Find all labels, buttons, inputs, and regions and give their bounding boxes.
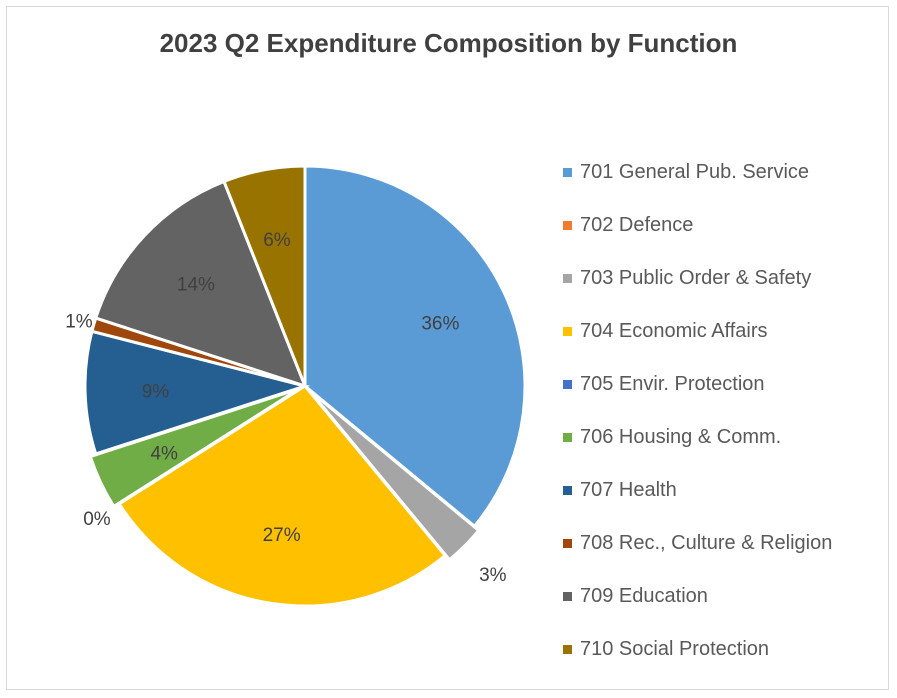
data-label-3: 3% <box>479 565 507 586</box>
chart-legend: 701 General Pub. Service 702 Defence 703 P… <box>563 146 893 676</box>
legend-label: 709 Education <box>580 585 708 607</box>
chart-title: 2023 Q2 Expenditure Composition by Funct… <box>159 28 738 58</box>
data-label-5: 0% <box>83 509 111 530</box>
legend-swatch <box>563 327 572 336</box>
legend-item-10: 710 Social Protection <box>563 623 893 676</box>
data-label-4: 27% <box>263 525 301 546</box>
pie-slice-4 <box>117 384 448 608</box>
pie-slice-1 <box>303 164 527 529</box>
legend-label: 708 Rec., Culture & Religion <box>580 532 833 554</box>
legend-swatch <box>563 539 572 548</box>
legend-item-1: 701 General Pub. Service <box>563 146 893 199</box>
pie-slice-6 <box>88 387 301 509</box>
legend-label: 701 General Pub. Service <box>580 161 810 183</box>
legend-label: 702 Defence <box>580 214 694 236</box>
pie-slice-9 <box>93 179 308 389</box>
legend-item-3: 703 Public Order & Safety <box>563 252 893 305</box>
legend-item-2: 702 Defence <box>563 199 893 252</box>
legend-swatch <box>563 168 572 177</box>
data-label-7: 9% <box>142 382 170 403</box>
data-label-8: 1% <box>65 311 93 332</box>
legend-label: 707 Health <box>580 479 677 501</box>
legend-swatch <box>563 433 572 442</box>
data-label-1: 36% <box>421 313 459 334</box>
legend-label: 705 Envir. Protection <box>580 373 765 395</box>
legend-swatch <box>563 274 572 283</box>
data-label-6: 4% <box>150 443 178 464</box>
legend-label: 710 Social Protection <box>580 638 770 660</box>
legend-label: 703 Public Order & Safety <box>580 267 812 289</box>
legend-item-7: 707 Health <box>563 464 893 517</box>
legend-swatch <box>563 221 572 230</box>
legend-item-8: 708 Rec., Culture & Religion <box>563 517 893 570</box>
data-label-10: 6% <box>263 230 291 251</box>
legend-swatch <box>563 592 572 601</box>
data-label-9: 14% <box>177 275 215 296</box>
pie-slice-7 <box>83 329 311 456</box>
legend-item-4: 704 Economic Affairs <box>563 305 893 358</box>
legend-swatch <box>563 380 572 389</box>
legend-item-9: 709 Education <box>563 570 893 623</box>
legend-swatch <box>563 486 572 495</box>
legend-label: 704 Economic Affairs <box>580 320 768 342</box>
legend-label: 706 Housing & Comm. <box>580 426 782 448</box>
legend-swatch <box>563 645 572 654</box>
legend-item-5: 705 Envir. Protection <box>563 358 893 411</box>
pie-slice-10 <box>222 164 307 387</box>
pie-slice-3 <box>308 389 481 562</box>
legend-item-6: 706 Housing & Comm. <box>563 411 893 464</box>
